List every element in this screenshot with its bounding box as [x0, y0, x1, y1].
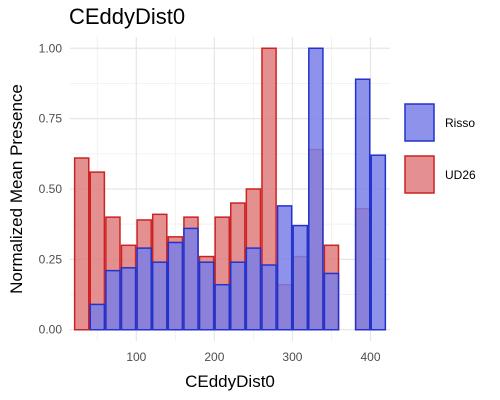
bar-risso: [89, 303, 106, 331]
bar-risso: [151, 261, 168, 331]
x-tick-label: 100: [126, 350, 146, 364]
bar-risso: [308, 47, 324, 331]
chart-title: CEddyDist0: [69, 4, 186, 29]
bar-risso: [105, 269, 121, 331]
bar-risso: [167, 241, 184, 331]
y-tick-label: 0.25: [39, 252, 63, 266]
y-tick-label: 0.50: [39, 182, 63, 196]
x-axis-label: CEddyDist0: [185, 372, 275, 391]
legend-label-ud26: UD26: [445, 168, 476, 182]
x-tick-label: 200: [204, 350, 224, 364]
legend-key-ud26: [404, 155, 435, 194]
bar-risso: [214, 283, 230, 331]
y-tick-label: 1.00: [39, 41, 63, 55]
bar-risso: [292, 224, 309, 331]
bar-risso: [120, 267, 137, 331]
x-tick-label: 400: [360, 350, 380, 364]
bar-risso: [245, 247, 262, 331]
bar-risso: [136, 247, 152, 331]
legend-key-risso: [404, 103, 435, 142]
bar-risso: [198, 261, 215, 331]
bar-risso: [276, 205, 293, 331]
bar-risso: [230, 261, 246, 331]
bar-risso: [183, 227, 199, 331]
bar-risso: [354, 78, 371, 331]
y-axis-label: Normalized Mean Presence: [7, 84, 26, 294]
bar-risso: [370, 154, 387, 331]
bar-risso: [323, 272, 340, 331]
legend-label-risso: Risso: [445, 116, 475, 130]
bar-risso: [261, 264, 277, 331]
y-tick-label: 0.75: [39, 112, 63, 126]
bar-ud26: [73, 157, 90, 331]
x-tick-label: 300: [282, 350, 302, 364]
y-tick-label: 0.00: [39, 323, 63, 337]
